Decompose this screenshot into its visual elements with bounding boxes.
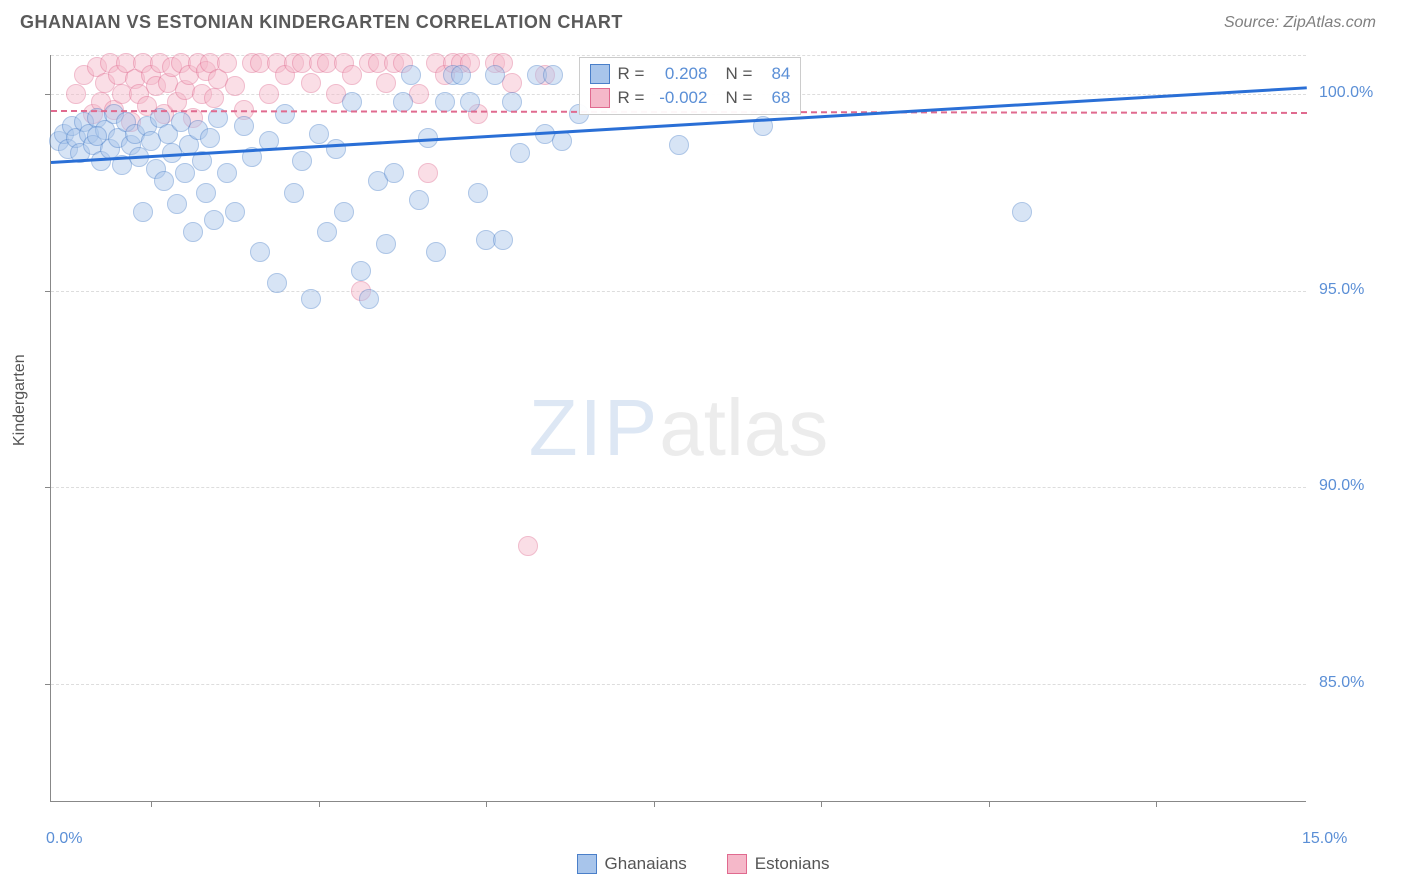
r-value-estonians: -0.002 (652, 88, 707, 108)
y-tick (45, 487, 51, 488)
data-point-ghanaians (409, 190, 429, 210)
data-point-ghanaians (183, 222, 203, 242)
data-point-ghanaians (502, 92, 522, 112)
data-point-ghanaians (1012, 202, 1032, 222)
data-point-ghanaians (669, 135, 689, 155)
data-point-ghanaians (426, 242, 446, 262)
data-point-estonians (259, 84, 279, 104)
data-point-estonians (225, 76, 245, 96)
n-value-estonians: 68 (760, 88, 790, 108)
gridline (51, 291, 1306, 292)
x-tick (1156, 801, 1157, 807)
data-point-ghanaians (393, 92, 413, 112)
data-point-ghanaians (154, 171, 174, 191)
data-point-ghanaians (493, 230, 513, 250)
data-point-ghanaians (167, 194, 187, 214)
data-point-ghanaians (204, 210, 224, 230)
y-tick (45, 291, 51, 292)
data-point-ghanaians (543, 65, 563, 85)
stats-swatch-estonians (590, 88, 610, 108)
data-point-ghanaians (401, 65, 421, 85)
data-point-ghanaians (200, 128, 220, 148)
data-point-estonians (518, 536, 538, 556)
data-point-ghanaians (301, 289, 321, 309)
chart-title: GHANAIAN VS ESTONIAN KINDERGARTEN CORREL… (20, 12, 623, 33)
y-tick-label: 95.0% (1319, 281, 1364, 299)
data-point-ghanaians (334, 202, 354, 222)
data-point-ghanaians (250, 242, 270, 262)
n-value-ghanaians: 84 (760, 64, 790, 84)
data-point-estonians (204, 88, 224, 108)
data-point-ghanaians (468, 183, 488, 203)
data-point-ghanaians (284, 183, 304, 203)
legend-item-ghanaians: Ghanaians (577, 854, 687, 874)
data-point-ghanaians (351, 261, 371, 281)
watermark: ZIPatlas (529, 382, 828, 474)
y-tick (45, 684, 51, 685)
data-point-ghanaians (87, 126, 107, 146)
data-point-ghanaians (435, 92, 455, 112)
legend-item-estonians: Estonians (727, 854, 830, 874)
watermark-zip: ZIP (529, 383, 659, 472)
x-tick (989, 801, 990, 807)
data-point-ghanaians (225, 202, 245, 222)
data-point-ghanaians (217, 163, 237, 183)
r-label: R = (618, 88, 645, 108)
n-label: N = (725, 88, 752, 108)
data-point-estonians (217, 53, 237, 73)
data-point-ghanaians (552, 131, 572, 151)
watermark-atlas: atlas (659, 383, 828, 472)
data-point-ghanaians (292, 151, 312, 171)
x-tick (151, 801, 152, 807)
legend-label-estonians: Estonians (755, 854, 830, 874)
r-label: R = (618, 64, 645, 84)
data-point-ghanaians (485, 65, 505, 85)
gridline (51, 684, 1306, 685)
data-point-ghanaians (133, 202, 153, 222)
data-point-ghanaians (460, 92, 480, 112)
y-axis-label: Kindergarten (11, 354, 29, 446)
legend-label-ghanaians: Ghanaians (605, 854, 687, 874)
bottom-legend: Ghanaians Estonians (0, 854, 1406, 874)
r-value-ghanaians: 0.208 (652, 64, 707, 84)
data-point-ghanaians (384, 163, 404, 183)
x-tick-label: 0.0% (46, 830, 82, 848)
data-point-estonians (376, 73, 396, 93)
stats-swatch-ghanaians (590, 64, 610, 84)
x-tick-label: 15.0% (1302, 830, 1347, 848)
data-point-ghanaians (309, 124, 329, 144)
data-point-ghanaians (196, 183, 216, 203)
x-tick (821, 801, 822, 807)
data-point-ghanaians (342, 92, 362, 112)
data-point-estonians (66, 84, 86, 104)
data-point-ghanaians (317, 222, 337, 242)
data-point-ghanaians (376, 234, 396, 254)
swatch-estonians (727, 854, 747, 874)
data-point-ghanaians (326, 139, 346, 159)
y-tick-label: 85.0% (1319, 674, 1364, 692)
data-point-ghanaians (359, 289, 379, 309)
y-tick-label: 90.0% (1319, 477, 1364, 495)
stats-row-estonians: R = -0.002 N = 68 (590, 86, 791, 110)
data-point-ghanaians (510, 143, 530, 163)
swatch-ghanaians (577, 854, 597, 874)
data-point-estonians (301, 73, 321, 93)
source-label: Source: ZipAtlas.com (1224, 14, 1376, 32)
x-tick (654, 801, 655, 807)
stats-row-ghanaians: R = 0.208 N = 84 (590, 62, 791, 86)
data-point-ghanaians (451, 65, 471, 85)
gridline (51, 487, 1306, 488)
chart-plot-area: ZIPatlas 85.0%90.0%95.0%100.0%0.0%15.0%R… (50, 55, 1306, 802)
y-tick (45, 94, 51, 95)
data-point-ghanaians (275, 104, 295, 124)
x-tick (486, 801, 487, 807)
gridline (51, 55, 1306, 56)
y-tick-label: 100.0% (1319, 84, 1373, 102)
data-point-ghanaians (267, 273, 287, 293)
data-point-estonians (418, 163, 438, 183)
data-point-ghanaians (234, 116, 254, 136)
n-label: N = (725, 64, 752, 84)
x-tick (319, 801, 320, 807)
stats-legend: R = 0.208 N = 84 R = -0.002 N = 68 (579, 57, 802, 115)
